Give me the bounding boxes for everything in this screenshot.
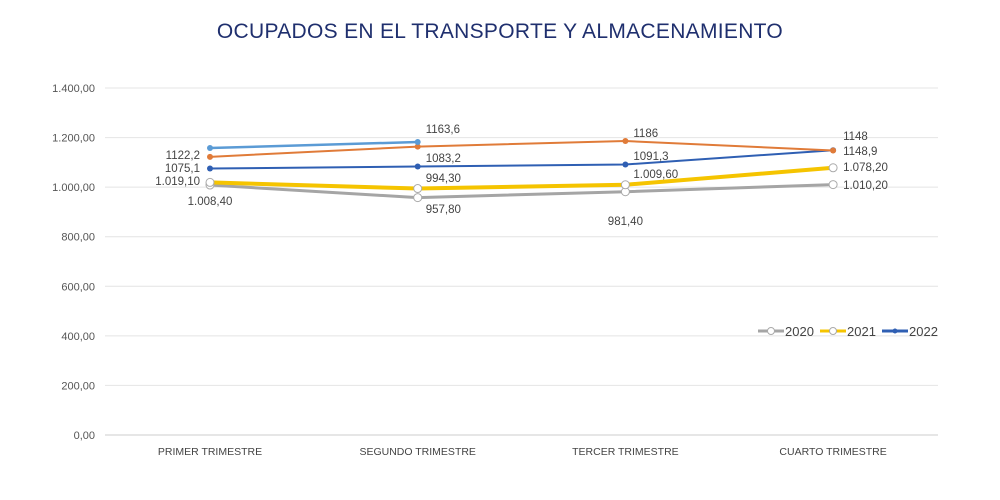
legend-marker (829, 327, 837, 335)
data-point (414, 139, 421, 146)
data-point (414, 163, 421, 170)
data-point (207, 153, 213, 160)
legend-label: 2022 (909, 324, 938, 339)
y-tick-label: 1.400,00 (52, 83, 95, 95)
x-tick-label: CUARTO TRIMESTRE (779, 446, 886, 458)
data-point (205, 177, 215, 187)
data-label: 1163,6 (426, 124, 460, 136)
data-point (622, 138, 629, 145)
data-label: 994,30 (426, 173, 461, 185)
data-label: 957,80 (426, 204, 461, 216)
chart-title: OCUPADOS EN EL TRANSPORTE Y ALMACENAMIEN… (216, 20, 784, 43)
data-label: 981,40 (608, 216, 643, 228)
legend-marker (767, 327, 775, 335)
series-line-2022 (209, 149, 834, 170)
series-line-2020 (209, 183, 834, 200)
data-label: 1091,3 (633, 151, 668, 163)
data-point (207, 144, 213, 151)
y-tick-label: 200,00 (61, 380, 95, 392)
y-tick-label: 600,00 (61, 281, 95, 293)
data-label: 1.009,60 (633, 169, 678, 181)
series-line-series-4 (209, 140, 418, 150)
data-point (830, 147, 837, 154)
data-point (414, 143, 421, 150)
series-line-series-3 (209, 140, 834, 158)
y-tick-label: 1.000,00 (52, 182, 95, 194)
data-label: 1075,1 (165, 163, 200, 175)
data-label: 1186 (633, 128, 658, 140)
legend-label: 2021 (847, 324, 876, 339)
data-label: 1.019,10 (155, 176, 200, 188)
y-tick-label: 1.200,00 (52, 133, 95, 145)
y-tick-label: 0,00 (74, 430, 95, 442)
data-label: 1148 (843, 131, 868, 143)
data-label: 1148,9 (843, 146, 877, 158)
data-point (620, 180, 630, 190)
x-tick-label: PRIMER TRIMESTRE (158, 446, 262, 458)
data-point (207, 165, 213, 172)
series-line-2021 (209, 165, 834, 191)
data-point (413, 193, 423, 203)
legend-marker (892, 328, 898, 334)
legend-label: 2020 (785, 324, 814, 339)
data-label: 1.078,20 (843, 162, 888, 174)
data-point (828, 180, 838, 190)
data-label: 1122,2 (166, 150, 200, 162)
y-tick-label: 400,00 (61, 331, 95, 343)
data-point (622, 161, 629, 168)
data-point (413, 184, 423, 194)
data-label: 1.010,20 (843, 180, 888, 192)
y-tick-label: 800,00 (61, 232, 95, 244)
data-label: 1083,2 (426, 153, 461, 165)
x-tick-label: SEGUNDO TRIMESTRE (359, 446, 475, 458)
data-label: 1.008,40 (188, 196, 233, 208)
data-point (828, 163, 838, 173)
x-tick-label: TERCER TRIMESTRE (572, 446, 679, 458)
